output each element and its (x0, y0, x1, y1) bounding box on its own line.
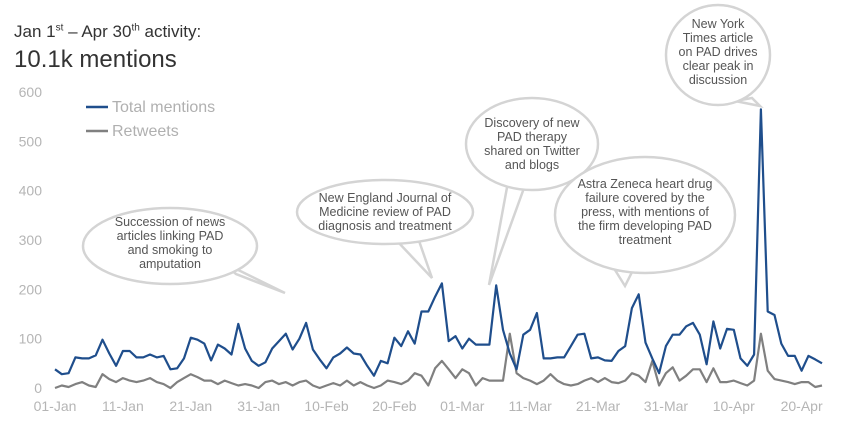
legend: Total mentions Retweets (86, 99, 215, 140)
x-tick-label: 20-Feb (372, 398, 417, 414)
annotation-text: New York (692, 17, 746, 31)
x-tick-label: 31-Mar (644, 398, 689, 414)
annotation-text: Succession of news (115, 215, 225, 229)
legend-label-retweets: Retweets (112, 123, 179, 140)
callout-fill (556, 158, 734, 272)
annotation-text: failure covered by the (585, 191, 705, 205)
annotation-text: PAD therapy (497, 130, 568, 144)
annotation-text: Discovery of new (484, 116, 580, 130)
y-tick-label: 100 (19, 331, 43, 347)
x-tick-label: 10-Apr (713, 398, 755, 414)
x-tick-label: 11-Jan (102, 398, 144, 414)
y-tick-label: 500 (19, 133, 43, 149)
callout-pointer (487, 180, 526, 286)
annotation-text: clear peak in (683, 59, 754, 73)
annotation-text: press, with mentions of (581, 205, 709, 219)
x-tick-label: 31-Jan (237, 398, 280, 414)
legend-label-total: Total mentions (112, 99, 215, 116)
x-tick-label: 01-Jan (34, 398, 77, 414)
annotation-text: articles linking PAD (117, 229, 224, 243)
annotation-text: treatment (619, 233, 672, 247)
y-axis: 0 100 200 300 400 500 600 (19, 84, 43, 396)
annotation-text: Astra Zeneca heart drug (578, 177, 713, 191)
annotation-text: on PAD drives (679, 45, 758, 59)
callout-fill (84, 209, 256, 283)
series-line-total-mentions (54, 108, 823, 377)
x-tick-label: 01-Mar (440, 398, 485, 414)
annotation-text: amputation (139, 257, 201, 271)
y-tick-label: 400 (19, 183, 43, 199)
x-tick-label: 11-Mar (508, 398, 552, 414)
x-tick-label: 21-Mar (576, 398, 621, 414)
annotation-text: shared on Twitter (484, 144, 580, 158)
annotation-text: and blogs (505, 158, 559, 172)
annotation-text: Medicine review of PAD (319, 205, 451, 219)
annotation-text: New England Journal of (319, 191, 452, 205)
x-tick-label: 21-Jan (169, 398, 212, 414)
x-tick-label: 20-Apr (781, 398, 823, 414)
series-line-retweets (54, 332, 823, 390)
annotation-text: and smoking to (128, 243, 213, 257)
y-tick-label: 0 (34, 380, 42, 396)
callout-fill (667, 6, 769, 104)
series-lines (54, 108, 823, 390)
annotation-text: the firm developing PAD (578, 219, 712, 233)
y-tick-label: 300 (19, 232, 43, 248)
y-tick-label: 600 (19, 84, 43, 100)
callout-fill (467, 99, 597, 189)
chart-title: 10.1k mentions (14, 46, 177, 73)
x-axis: 01-Jan 11-Jan 21-Jan 31-Jan 10-Feb 20-Feb 01-M… (34, 398, 823, 414)
y-tick-label: 200 (19, 281, 43, 297)
x-tick-label: 10-Feb (304, 398, 349, 414)
chart-subtitle: Jan 1st – Apr 30th activity: (14, 22, 202, 41)
annotation-text: diagnosis and treatment (318, 219, 452, 233)
annotation-text: Times article (683, 31, 753, 45)
callout-fill (298, 181, 472, 243)
annotation-text: discussion (689, 73, 747, 87)
